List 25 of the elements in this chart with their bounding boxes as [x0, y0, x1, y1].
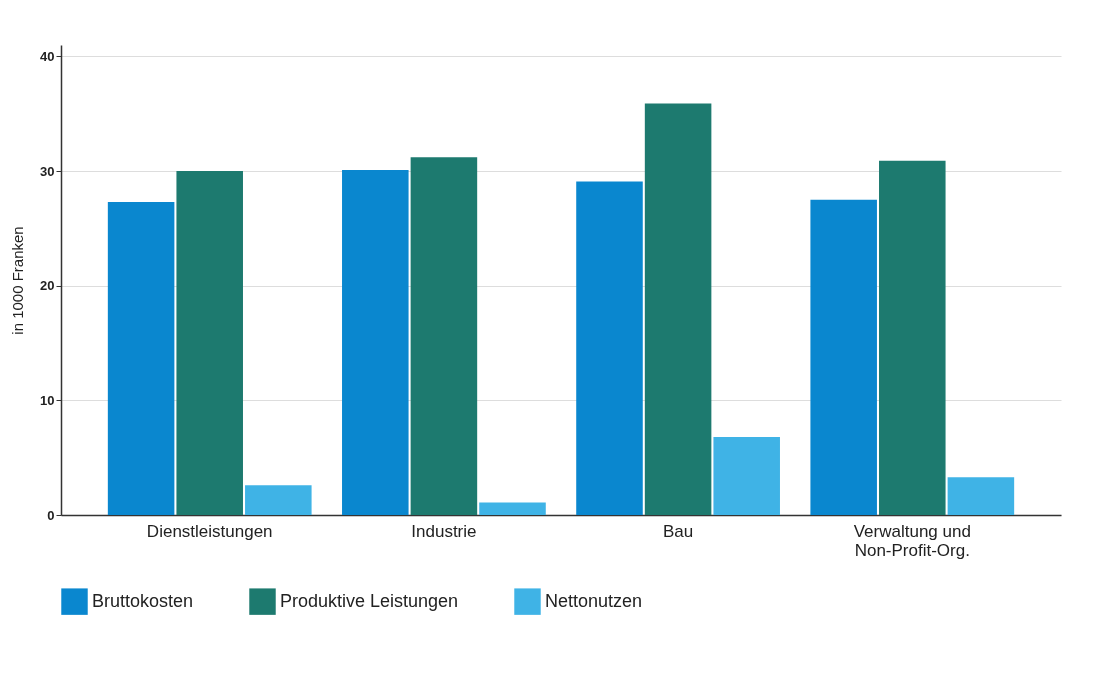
x-tick-label: Bau	[662, 521, 694, 541]
y-tick-label: 40	[40, 48, 55, 64]
legend-label: Bruttokosten	[92, 590, 194, 611]
bar	[410, 157, 478, 515]
bar	[713, 437, 780, 515]
bar	[176, 171, 243, 515]
bar	[479, 502, 546, 515]
x-tick-label: Dienstleistungen	[146, 521, 273, 541]
x-tick-label: Verwaltung und Non-Profit-Org.	[853, 521, 971, 560]
bar	[245, 485, 312, 515]
y-tick-label: 30	[40, 163, 55, 179]
bar	[342, 169, 409, 515]
bar	[576, 181, 643, 515]
y-axis-title: in 1000 Franken	[9, 226, 27, 335]
y-tick-label: 0	[47, 507, 55, 523]
legend-label: Nettonutzen	[545, 590, 643, 611]
bar	[107, 202, 175, 515]
legend-label: Produktive Leistungen	[280, 590, 459, 611]
bar	[810, 199, 877, 515]
x-tick-label: Industrie	[411, 521, 477, 541]
bar	[947, 477, 1015, 515]
y-tick-label: 20	[40, 278, 55, 294]
bar	[879, 160, 946, 515]
y-tick-label: 10	[40, 392, 55, 408]
bar	[644, 103, 712, 515]
